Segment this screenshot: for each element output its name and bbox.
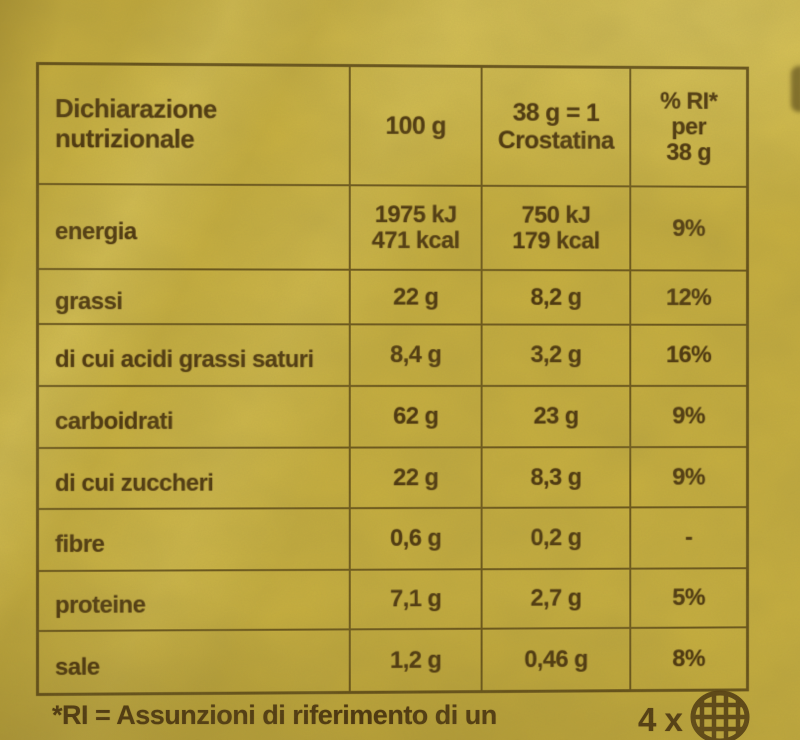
value-per-100g: 0,6 g <box>348 508 481 569</box>
table-row-sale: sale 1,2 g 0,46 g 8% <box>38 626 747 693</box>
row-label: fibre <box>54 530 105 558</box>
table-row-proteine: proteine 7,1 g 2,7 g 5% <box>38 567 747 630</box>
row-label: grassi <box>54 287 123 315</box>
table-row-energia: energia 1975 kJ 471 kcal 750 kJ 179 kcal… <box>38 183 747 270</box>
value-ri-percent: 9% <box>629 447 747 507</box>
table-row-saturi: di cui acidi grassi saturi 8,4 g 3,2 g 1… <box>38 323 747 385</box>
value-per-100g: 8,4 g <box>348 325 481 385</box>
table-row-zuccheri: di cui zuccheri 22 g 8,3 g 9% <box>38 446 747 508</box>
pack-count-label: 4 x <box>638 700 683 738</box>
row-label: carboidrati <box>54 407 174 435</box>
header-col-portion: 38 g = 1 Crostatina <box>480 67 630 186</box>
reference-intake-note: *RI = Assunzioni di riferimento di un <box>52 700 497 730</box>
value-per-100g: 1975 kJ 471 kcal <box>348 186 481 270</box>
value-ri-percent: 8% <box>629 628 747 690</box>
table-row-grassi: grassi 22 g 8,2 g 12% <box>38 268 747 324</box>
value-per-portion: 0,46 g <box>480 628 630 691</box>
table-row-carboidrati: carboidrati 62 g 23 g 9% <box>38 384 747 447</box>
value-per-100g: 22 g <box>348 270 481 324</box>
pack-count-group: 4 x <box>638 690 751 740</box>
value-ri-percent: 12% <box>629 271 747 324</box>
value-per-100g: 1,2 g <box>348 629 481 691</box>
value-per-portion: 8,3 g <box>480 448 630 507</box>
header-col-100g: 100 g <box>348 67 481 185</box>
nutrition-table: Dichiarazione nutrizionale 100 g 38 g = … <box>36 62 749 696</box>
value-per-100g: 7,1 g <box>348 570 481 629</box>
value-ri-percent: - <box>629 508 747 568</box>
value-per-100g: 62 g <box>348 386 481 447</box>
value-ri-percent: 16% <box>629 325 747 385</box>
edge-artifact <box>791 66 800 112</box>
header-declaration: Dichiarazione nutrizionale <box>54 93 217 154</box>
header-row: Dichiarazione nutrizionale 100 g 38 g = … <box>39 65 747 186</box>
crostatina-lattice-icon <box>689 690 751 740</box>
reference-intake-note-continued: adulto medio (8400 kJ/2000 kcal) <box>170 736 573 740</box>
row-label: di cui zuccheri <box>54 469 214 497</box>
row-label: energia <box>54 217 137 245</box>
value-per-100g: 22 g <box>348 448 481 508</box>
value-per-portion: 750 kJ 179 kcal <box>480 186 630 270</box>
value-ri-percent: 9% <box>629 187 747 270</box>
value-per-portion: 8,2 g <box>480 270 630 324</box>
row-label: proteine <box>54 591 146 619</box>
value-per-portion: 2,7 g <box>480 569 630 628</box>
table-row-fibre: fibre 0,6 g 0,2 g - <box>38 506 747 570</box>
value-per-portion: 0,2 g <box>480 508 630 569</box>
value-per-portion: 23 g <box>480 386 630 447</box>
value-ri-percent: 9% <box>629 386 747 447</box>
header-col-ri: % RI* per 38 g <box>629 68 747 186</box>
value-ri-percent: 5% <box>629 569 747 627</box>
row-label: sale <box>54 653 100 681</box>
row-label: di cui acidi grassi saturi <box>54 346 314 374</box>
value-per-portion: 3,2 g <box>480 325 630 385</box>
